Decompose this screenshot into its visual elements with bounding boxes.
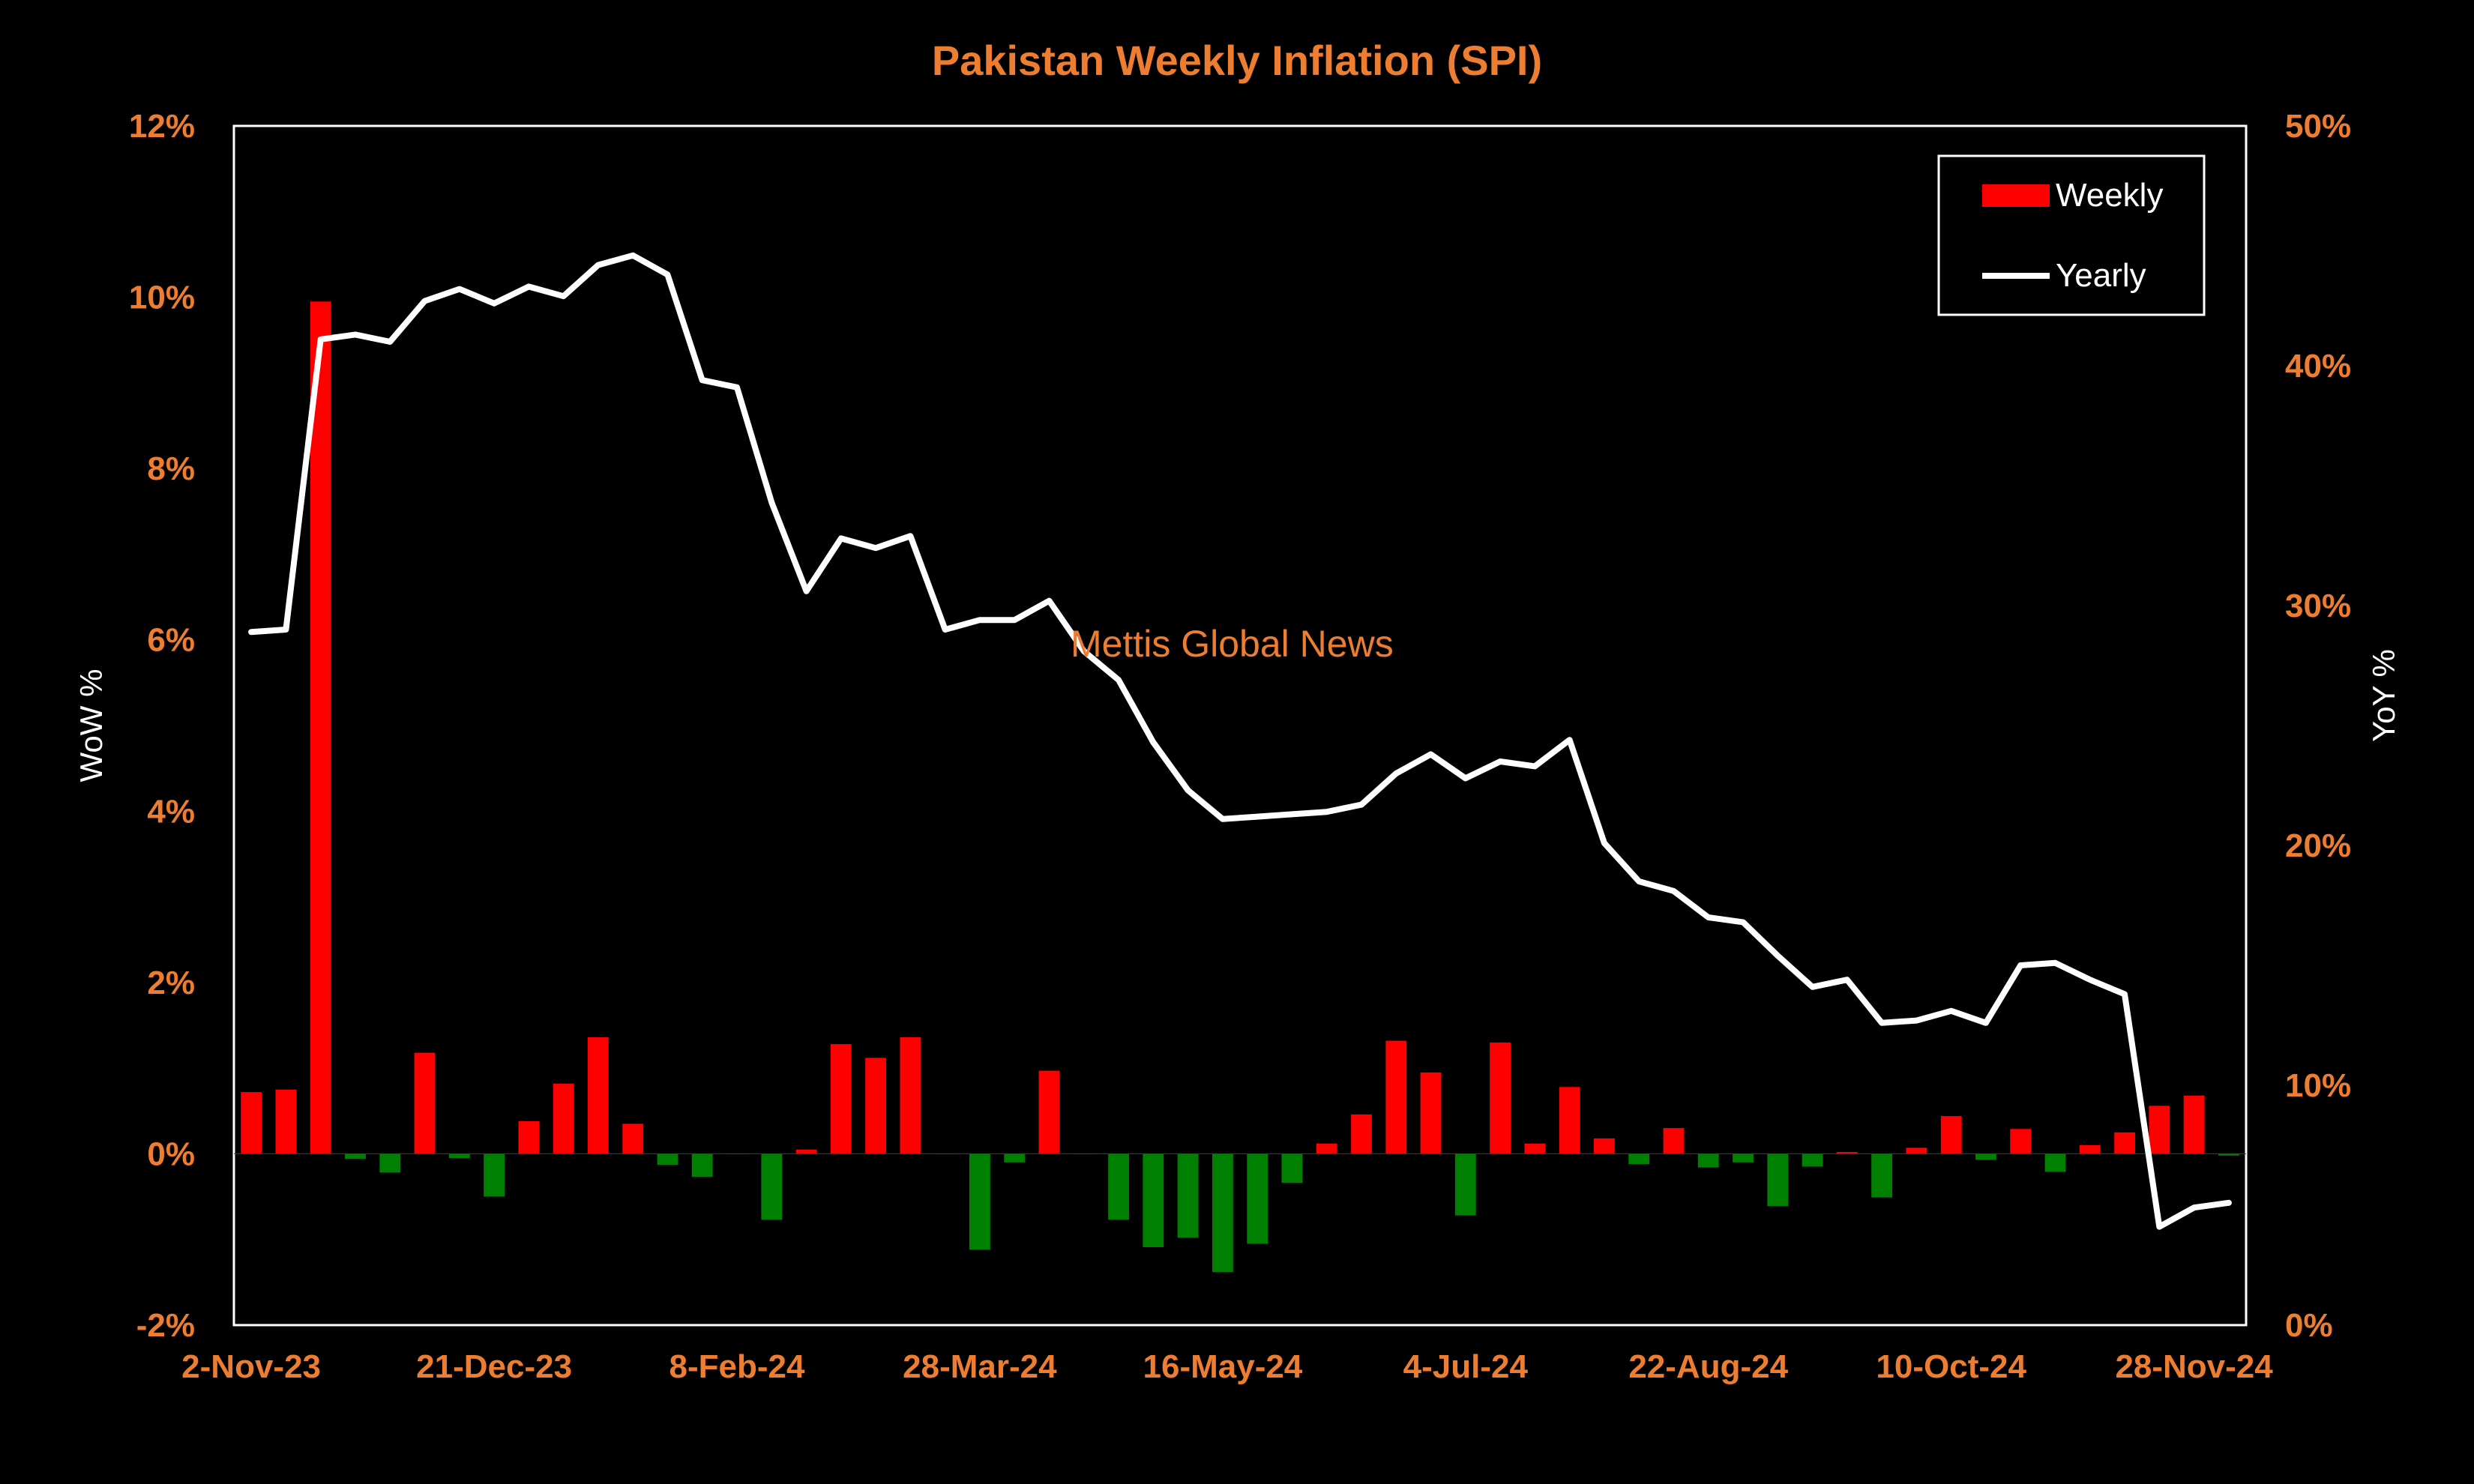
- weekly-bar: [2218, 1153, 2239, 1156]
- watermark: Mettis Global News: [1071, 623, 1394, 665]
- weekly-bar: [1975, 1153, 1996, 1160]
- weekly-bar: [1212, 1153, 1233, 1273]
- x-tick-label: 8-Feb-24: [669, 1348, 805, 1385]
- y-tick-label: 8%: [147, 450, 195, 487]
- weekly-bar: [1281, 1153, 1303, 1183]
- weekly-bar: [379, 1153, 401, 1173]
- x-tick-label: 2-Nov-23: [181, 1348, 321, 1385]
- weekly-bar: [1351, 1114, 1372, 1154]
- weekly-bar: [2149, 1106, 2170, 1154]
- legend-swatch-weekly: [1982, 184, 2050, 207]
- weekly-bar: [2183, 1095, 2205, 1154]
- x-tick-label: 16-May-24: [1143, 1348, 1303, 1385]
- y2-tick-label: 20%: [2285, 827, 2351, 864]
- legend-box: [1937, 154, 2206, 316]
- weekly-bar: [1733, 1153, 1754, 1162]
- x-axis-ticks: 2-Nov-23 21-Dec-23 8-Feb-24 28-Mar-24 16-May…: [181, 1348, 2273, 1385]
- weekly-bar: [761, 1153, 783, 1220]
- weekly-bar: [795, 1149, 817, 1154]
- x-tick-label: 28-Mar-24: [903, 1348, 1057, 1385]
- legend-label-weekly: Weekly: [2056, 177, 2163, 214]
- weekly-bar: [1247, 1153, 1268, 1244]
- weekly-bar: [2010, 1129, 2032, 1154]
- weekly-bar: [1420, 1072, 1442, 1154]
- y-tick-label: 6%: [147, 622, 195, 659]
- weekly-bar: [1385, 1040, 1407, 1154]
- weekly-bar: [1906, 1147, 1927, 1154]
- y-tick-label: 4%: [147, 793, 195, 830]
- weekly-bar: [1663, 1128, 1685, 1154]
- weekly-bar: [900, 1037, 921, 1154]
- weekly-bars: [241, 301, 2239, 1273]
- x-tick-label: 28-Nov-24: [2115, 1348, 2273, 1385]
- x-tick-label: 22-Aug-24: [1628, 1348, 1788, 1385]
- weekly-bar: [2114, 1132, 2135, 1154]
- x-tick-label: 10-Oct-24: [1876, 1348, 2026, 1385]
- weekly-bar: [588, 1037, 609, 1154]
- weekly-bar: [622, 1123, 644, 1154]
- weekly-bar: [2079, 1145, 2101, 1154]
- weekly-bar: [830, 1044, 852, 1154]
- y-tick-label: 0%: [147, 1135, 195, 1172]
- right-axis-label: YoY %: [2366, 649, 2401, 742]
- y2-tick-label: 50%: [2285, 108, 2351, 145]
- weekly-bar: [484, 1153, 505, 1197]
- right-axis-ticks: 0% 10% 20% 30% 40% 50%: [2285, 108, 2351, 1344]
- y-tick-label: 2%: [147, 965, 195, 1001]
- y2-tick-label: 10%: [2285, 1067, 2351, 1104]
- chart-title: Pakistan Weekly Inflation (SPI): [932, 37, 1542, 84]
- weekly-bar: [1143, 1153, 1164, 1247]
- weekly-bar: [553, 1083, 574, 1154]
- weekly-bar: [345, 1153, 366, 1159]
- weekly-bar: [691, 1153, 713, 1177]
- weekly-bar: [1594, 1138, 1615, 1154]
- x-tick-label: 21-Dec-23: [416, 1348, 572, 1385]
- weekly-bar: [1697, 1153, 1719, 1168]
- weekly-bar: [1871, 1153, 1892, 1198]
- weekly-bar: [1316, 1143, 1337, 1154]
- weekly-bar: [1108, 1153, 1129, 1220]
- x-tick-label: 4-Jul-24: [1403, 1348, 1529, 1385]
- weekly-bar: [518, 1121, 540, 1154]
- y-tick-label: 12%: [129, 108, 195, 145]
- weekly-bar: [1038, 1070, 1060, 1154]
- weekly-bar: [1524, 1143, 1546, 1154]
- weekly-bar: [241, 1092, 262, 1154]
- weekly-bar: [1004, 1153, 1026, 1162]
- weekly-bar: [1559, 1087, 1580, 1154]
- y2-tick-label: 40%: [2285, 348, 2351, 384]
- legend-label-yearly: Yearly: [2056, 257, 2146, 294]
- y2-tick-label: 30%: [2285, 588, 2351, 624]
- weekly-bar: [1802, 1153, 1823, 1167]
- weekly-bar: [657, 1153, 678, 1165]
- y-tick-label: -2%: [136, 1307, 195, 1344]
- weekly-bar: [448, 1153, 470, 1159]
- legend: Weekly Yearly: [1937, 154, 2206, 316]
- y-tick-label: 10%: [129, 280, 195, 316]
- yearly-line: [248, 252, 2232, 1230]
- weekly-bar: [1454, 1153, 1476, 1216]
- weekly-bar: [2044, 1153, 2066, 1172]
- weekly-bar: [969, 1153, 990, 1250]
- plot-frame: [232, 124, 2248, 1327]
- weekly-bar: [310, 301, 331, 1154]
- weekly-bar: [414, 1052, 436, 1154]
- weekly-bar: [865, 1058, 886, 1154]
- weekly-bar: [1836, 1152, 1858, 1154]
- weekly-bar: [1177, 1153, 1199, 1238]
- y2-tick-label: 0%: [2285, 1307, 2333, 1344]
- weekly-bar: [1628, 1153, 1650, 1165]
- weekly-bar: [1940, 1116, 1962, 1154]
- weekly-bar: [1767, 1153, 1789, 1207]
- left-axis-label: WoW %: [73, 669, 109, 782]
- left-axis-ticks: -2% 0% 2% 4% 6% 8% 10% 12%: [129, 108, 195, 1344]
- weekly-bar: [275, 1089, 297, 1154]
- weekly-bar: [1490, 1042, 1511, 1154]
